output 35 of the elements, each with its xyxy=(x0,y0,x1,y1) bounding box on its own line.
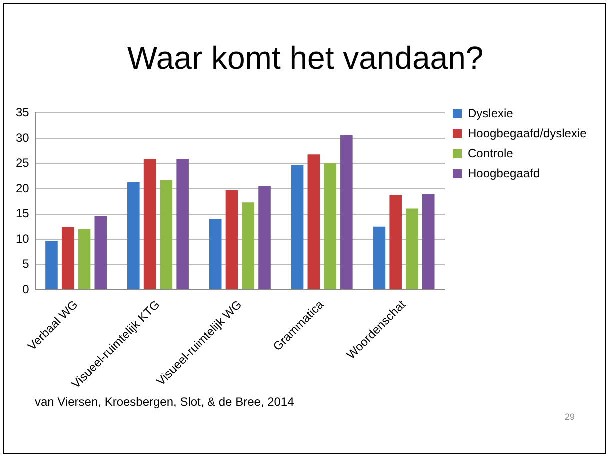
bar xyxy=(258,186,271,290)
bar xyxy=(226,190,238,290)
y-tick-label: 20 xyxy=(16,181,30,196)
text: van Viersen, Kroesbergen, Slot, & de Bree, 2014 xyxy=(35,395,294,409)
bar xyxy=(94,216,108,290)
legend-label: Hoogbegaafd xyxy=(468,166,540,180)
legend-label: Controle xyxy=(468,146,514,160)
y-tick-label: 30 xyxy=(16,130,30,145)
bar xyxy=(160,180,173,290)
y-tick-label: 10 xyxy=(16,232,30,246)
bar xyxy=(406,208,418,290)
bar xyxy=(373,226,386,290)
bar xyxy=(209,219,222,290)
bar xyxy=(390,196,402,290)
y-tick-label: 0 xyxy=(22,282,30,296)
bar xyxy=(308,154,320,290)
y-tick-label: 5 xyxy=(22,257,30,272)
legend-label: Dyslexie xyxy=(468,106,514,120)
y-tick-label: 35 xyxy=(16,106,30,120)
bar xyxy=(78,229,91,290)
bar xyxy=(324,163,336,290)
bar xyxy=(422,194,435,290)
y-tick-label: 25 xyxy=(16,156,30,170)
bar xyxy=(144,159,156,290)
bar xyxy=(62,227,74,290)
bar xyxy=(242,202,255,290)
y-tick-label: 15 xyxy=(16,206,30,221)
chart-title: Waar komt het vandaan? xyxy=(126,40,485,77)
bar xyxy=(176,159,189,290)
bar xyxy=(291,165,304,290)
bar xyxy=(46,241,58,290)
text: 29 xyxy=(565,412,576,422)
legend-label: Hoogbegaafd/dyslexie xyxy=(468,126,588,140)
bar xyxy=(340,135,353,290)
bar xyxy=(128,182,140,290)
